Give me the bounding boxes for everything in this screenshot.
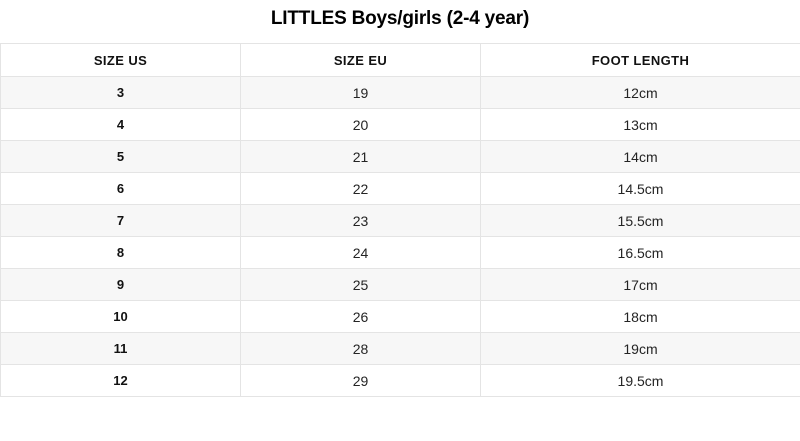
size-eu-cell: 25 [240, 268, 481, 301]
size-eu-cell: 29 [240, 364, 481, 397]
foot-length-cell: 13cm [480, 108, 800, 141]
size-eu-cell: 20 [240, 108, 481, 141]
size-eu-cell: 19 [240, 76, 481, 109]
foot-length-cell: 14.5cm [480, 172, 800, 205]
column-header-foot-length: FOOT LENGTH [480, 43, 800, 77]
table-header: SIZE US SIZE EU FOOT LENGTH [0, 43, 800, 77]
size-eu-cell: 21 [240, 140, 481, 173]
size-eu-cell: 22 [240, 172, 481, 205]
table-body: 3 19 12cm 4 20 13cm 5 21 14cm 6 22 14.5cm 7 23 15.5cm 8… [0, 76, 800, 397]
table-row: 9 25 17cm [0, 268, 800, 301]
size-us-cell: 7 [0, 204, 241, 237]
column-header-size-us: SIZE US [0, 43, 241, 77]
header-row: SIZE US SIZE EU FOOT LENGTH [0, 43, 800, 77]
foot-length-cell: 19.5cm [480, 364, 800, 397]
size-us-cell: 4 [0, 108, 241, 141]
table-row: 3 19 12cm [0, 76, 800, 109]
foot-length-cell: 16.5cm [480, 236, 800, 269]
table-row: 4 20 13cm [0, 108, 800, 141]
table-row: 12 29 19.5cm [0, 364, 800, 397]
foot-length-cell: 14cm [480, 140, 800, 173]
size-eu-cell: 28 [240, 332, 481, 365]
table-row: 7 23 15.5cm [0, 204, 800, 237]
table-row: 6 22 14.5cm [0, 172, 800, 205]
size-eu-cell: 26 [240, 300, 481, 333]
size-us-cell: 10 [0, 300, 241, 333]
foot-length-cell: 15.5cm [480, 204, 800, 237]
column-header-size-eu: SIZE EU [240, 43, 481, 77]
size-us-cell: 6 [0, 172, 241, 205]
size-us-cell: 9 [0, 268, 241, 301]
size-us-cell: 11 [0, 332, 241, 365]
size-eu-cell: 23 [240, 204, 481, 237]
foot-length-cell: 17cm [480, 268, 800, 301]
table-row: 11 28 19cm [0, 332, 800, 365]
foot-length-cell: 19cm [480, 332, 800, 365]
table-row: 10 26 18cm [0, 300, 800, 333]
size-us-cell: 5 [0, 140, 241, 173]
table-row: 8 24 16.5cm [0, 236, 800, 269]
foot-length-cell: 18cm [480, 300, 800, 333]
size-eu-cell: 24 [240, 236, 481, 269]
size-us-cell: 8 [0, 236, 241, 269]
foot-length-cell: 12cm [480, 76, 800, 109]
page-title: LITTLES Boys/girls (2-4 year) [270, 8, 530, 29]
size-us-cell: 12 [0, 364, 241, 397]
table-row: 5 21 14cm [0, 140, 800, 173]
size-us-cell: 3 [0, 76, 241, 109]
size-chart-table: SIZE US SIZE EU FOOT LENGTH 3 19 12cm 4 20 13… [0, 43, 800, 397]
